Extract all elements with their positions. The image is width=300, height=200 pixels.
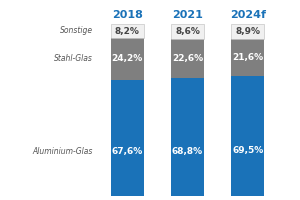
Text: 8,6%: 8,6% [175, 27, 200, 36]
Bar [231, 76, 264, 196]
Text: 8,9%: 8,9% [235, 27, 260, 36]
Bar [231, 24, 264, 39]
Bar [111, 38, 144, 80]
Text: Stahl-Glas: Stahl-Glas [54, 54, 93, 63]
Text: 8,2%: 8,2% [115, 27, 140, 36]
Text: Aluminium-Glas: Aluminium-Glas [33, 147, 93, 156]
Text: 24,2%: 24,2% [112, 54, 143, 63]
Bar [111, 80, 144, 196]
Text: 69,5%: 69,5% [232, 146, 263, 155]
Text: 67,6%: 67,6% [112, 147, 143, 156]
Text: Sonstige: Sonstige [60, 26, 93, 35]
Bar [171, 78, 204, 196]
Bar [171, 24, 204, 39]
Bar [111, 24, 144, 38]
Text: 21,6%: 21,6% [232, 53, 263, 62]
Bar [171, 39, 204, 78]
Bar [231, 39, 264, 76]
Text: 68,8%: 68,8% [172, 147, 203, 156]
Text: 22,6%: 22,6% [172, 54, 203, 63]
